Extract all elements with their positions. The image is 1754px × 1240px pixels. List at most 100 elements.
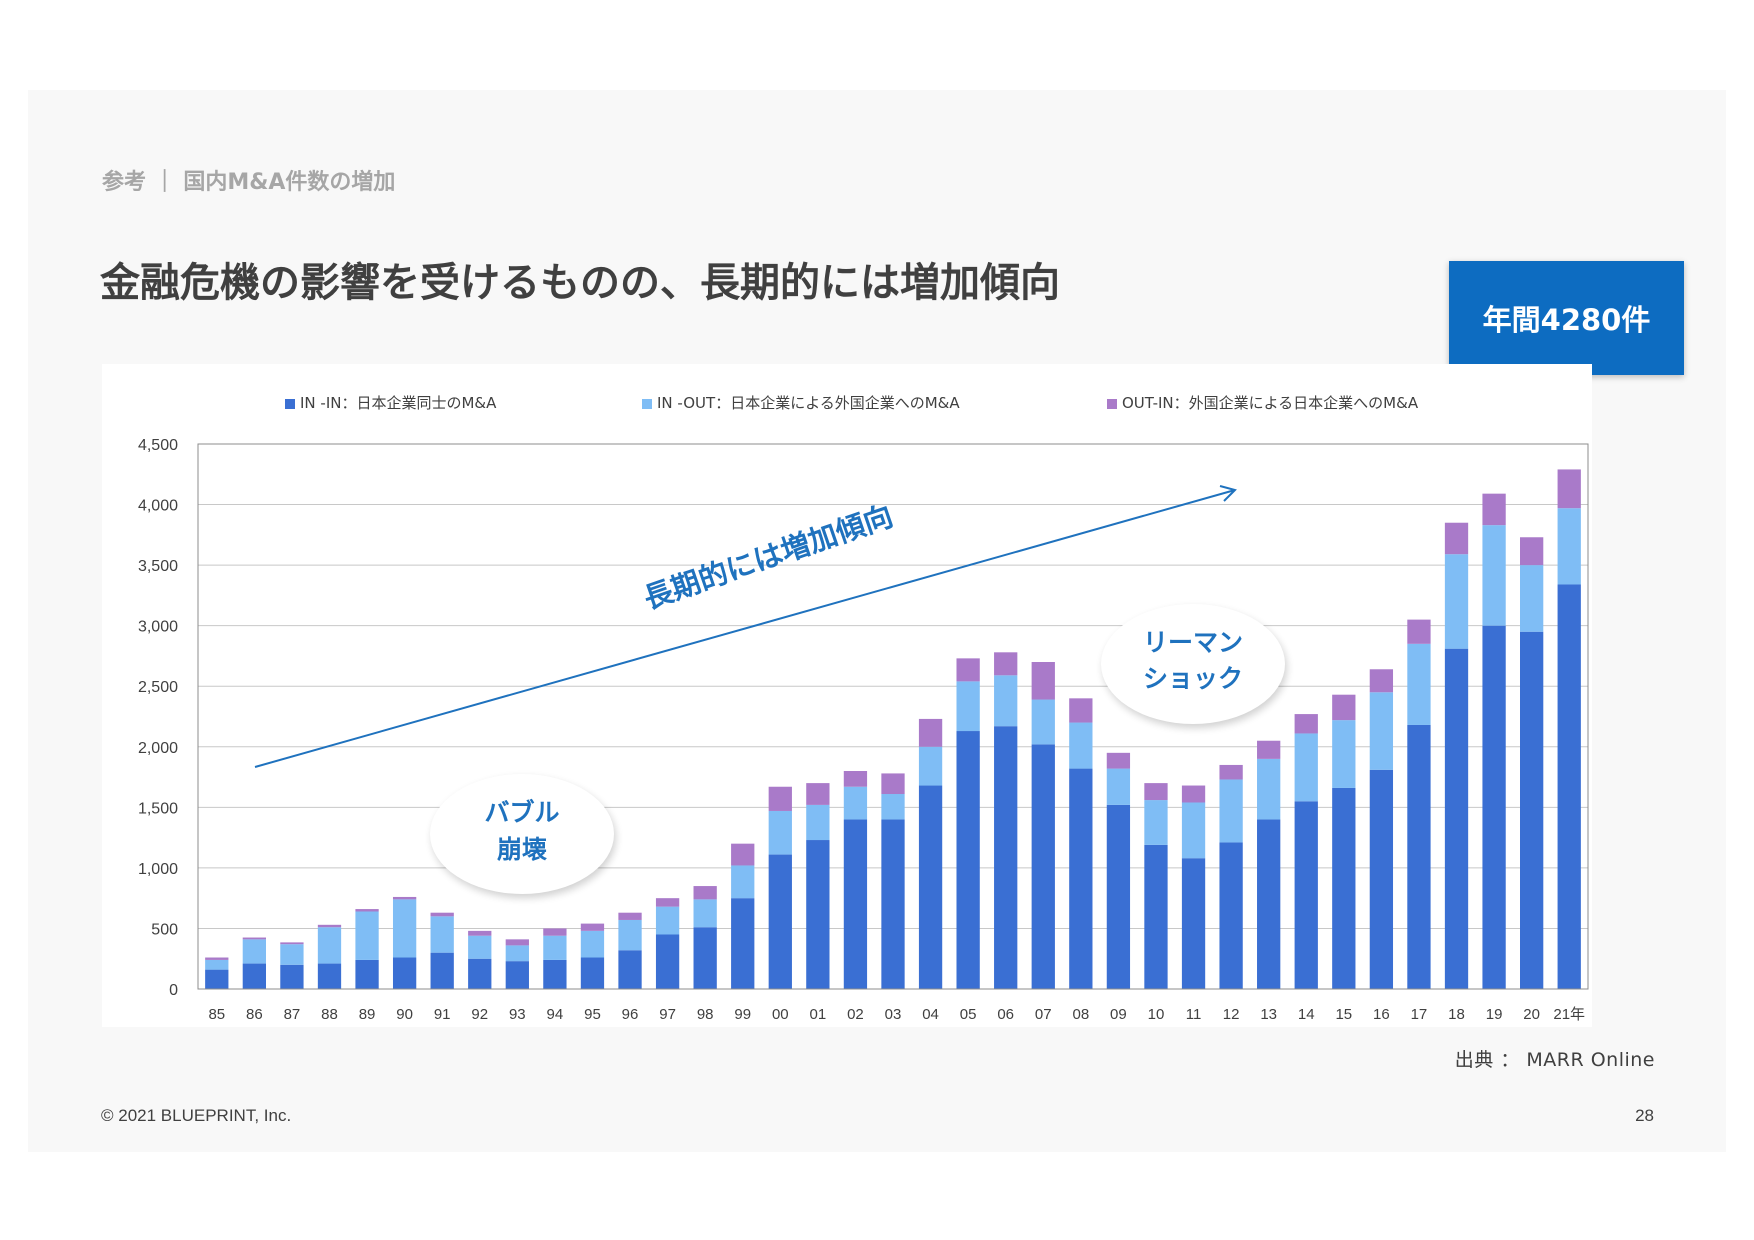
bar-segment-out-in-92 [468,930,492,936]
x-tick-label: 89 [359,1006,376,1023]
bar-segment-in-in-91 [430,952,454,989]
bar-segment-out-in-85 [205,957,229,960]
bar-segment-out-in-86 [242,937,266,940]
bar-segment-in-in-20 [1520,631,1544,989]
bar-segment-in-in-94 [543,959,567,989]
bar-segment-out-in-11 [1181,785,1206,803]
bar-segment-in-out-02 [843,786,868,820]
bar-segment-out-in-97 [655,898,680,907]
x-tick-label: 87 [284,1006,301,1023]
bar-segment-in-out-20 [1520,565,1544,632]
bubble-burst-cloud [430,774,614,894]
y-axis-ticks: 0 500 1,000 1,500 2,000 2,500 3,000 3,500 4,000 4… [138,437,178,999]
bar-segment-out-in-14 [1294,714,1318,734]
y-tick-label: 500 [151,921,178,938]
section-label: 参考 ｜ 国内M&A件数の増加 [102,170,396,195]
bar-segment-in-out-88 [317,927,342,964]
bar-segment-in-out-10 [1144,800,1168,845]
bar-segment-in-in-06 [994,726,1018,989]
x-tick-label: 07 [1035,1006,1052,1023]
x-tick-label: 17 [1411,1006,1428,1023]
x-tick-label: 96 [622,1006,639,1023]
bar-segment-in-out-00 [768,810,792,855]
bar-segment-in-out-96 [618,919,642,951]
x-tick-label: 98 [697,1006,714,1023]
trend-arrow [254,489,1236,768]
bar-segment-in-out-97 [655,906,680,935]
legend-swatch [285,399,295,409]
x-tick-label: 08 [1072,1006,1089,1023]
bar-segment-in-out-98 [693,899,717,928]
bar-segment-in-in-18 [1444,648,1469,989]
x-tick-label: 97 [659,1006,676,1023]
bar-segment-in-out-93 [505,945,529,962]
bar-segment-in-in-97 [655,934,680,989]
bar-segment-in-out-92 [468,935,492,959]
y-tick-label: 4,000 [138,498,178,515]
bar-segment-out-in-18 [1444,522,1469,555]
x-tick-label: 15 [1335,1006,1352,1023]
lehman-shock-line-1: リーマン [1143,628,1243,657]
x-tick-label: 03 [885,1006,902,1023]
bar-segment-in-in-11 [1181,858,1206,989]
x-axis-ticks: 85 86 87 88 89 90 91 92 93 94 95 96 97 98 99 00 01 02 03 04… [208,1006,1585,1023]
x-tick-label: 85 [208,1006,225,1023]
bar-segment-in-out-09 [1106,768,1131,805]
bar-segment-out-in-16 [1369,669,1394,693]
bubble-burst-line-1: バブル [484,798,559,827]
bar-segment-in-in-98 [693,927,717,989]
bar-segment-in-out-12 [1219,779,1243,843]
bar-segment-in-out-11 [1181,802,1206,859]
bar-segment-in-in-88 [317,963,342,989]
bar-segment-in-out-15 [1332,720,1356,788]
bar-segment-in-out-19 [1482,525,1506,626]
bar-segment-out-in-10 [1144,783,1168,801]
plot-area-border [197,443,1589,990]
annual-total-callout: 年間4280件 [1449,261,1684,375]
bar-segment-out-in-04 [918,718,943,747]
x-tick-label: 06 [997,1006,1014,1023]
x-tick-label: 21年 [1553,1006,1585,1023]
bar-segment-out-in-03 [881,773,905,795]
bar-segment-out-in-00 [768,786,792,811]
x-tick-label: 04 [922,1006,939,1023]
bar-segment-out-in-20 [1520,537,1544,566]
y-tick-label: 1,500 [138,800,178,817]
trend-label: 長期的には増加傾向 [639,498,897,615]
x-tick-label: 95 [584,1006,601,1023]
bar-segment-in-in-05 [956,731,980,989]
bar-segment-in-in-00 [768,854,792,989]
x-tick-label: 20 [1523,1006,1540,1023]
x-tick-label: 14 [1298,1006,1315,1023]
bar-segment-in-out-07 [1031,699,1055,745]
bar-segment-out-in-99 [731,843,755,866]
x-tick-label: 12 [1223,1006,1240,1023]
x-tick-label: 91 [434,1006,451,1023]
bar-segment-out-in-19 [1482,493,1506,526]
y-tick-label: 3,500 [138,558,178,575]
x-tick-label: 90 [396,1006,413,1023]
bar-segment-in-out-99 [731,865,755,899]
legend-swatch [642,399,652,409]
bar-segment-in-in-13 [1257,819,1281,989]
bar-segment-in-out-14 [1294,733,1318,802]
bar-segment-in-out-04 [918,746,943,786]
bar-segment-in-in-86 [242,963,266,989]
bar-segment-in-out-89 [355,911,379,960]
x-tick-label: 92 [471,1006,488,1023]
x-tick-label: 16 [1373,1006,1390,1023]
bar-segment-out-in-05 [956,658,980,682]
x-tick-label: 01 [810,1006,827,1023]
bar-segment-in-in-04 [918,785,943,989]
x-tick-label: 19 [1486,1006,1503,1023]
bar-segment-out-in-98 [693,886,717,900]
lehman-shock-cloud [1101,604,1285,724]
trend-arrowhead [1219,485,1237,502]
bar-segment-out-in-06 [994,652,1018,676]
ma-count-chart: IN -IN：日本企業同士のM&A IN -OUT：日本企業による外国企業へのM&… [138,394,1589,1023]
bar-segment-in-out-05 [956,681,980,732]
bar-segment-in-in-95 [580,957,605,989]
bar-segment-in-out-01 [806,804,830,841]
legend-label: IN -IN：日本企業同士のM&A [300,394,497,412]
bar-segment-in-out-87 [280,944,304,965]
